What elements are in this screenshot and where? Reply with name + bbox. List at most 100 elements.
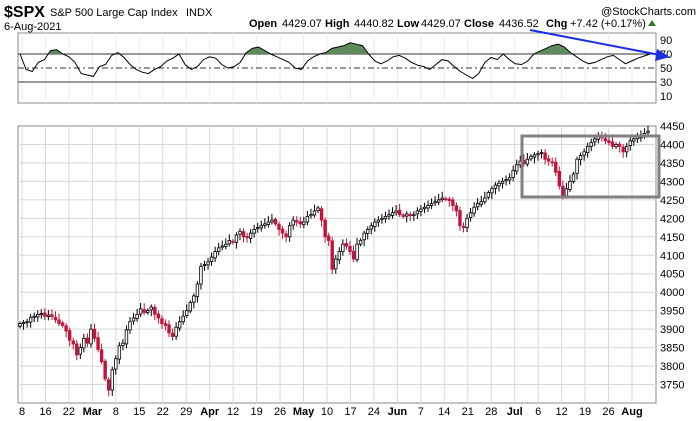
candle-body xyxy=(209,256,214,262)
candle-body xyxy=(167,324,171,334)
candle-body xyxy=(436,199,441,203)
candle-body xyxy=(422,206,427,210)
candle-body xyxy=(78,347,83,355)
chg-value: +7.42 (+0.17%) xyxy=(570,18,646,30)
candle-body xyxy=(192,295,196,303)
candle-body xyxy=(252,229,256,234)
candle-body xyxy=(585,145,590,153)
x-tick-label: 16 xyxy=(39,406,51,418)
candle-body xyxy=(582,151,586,156)
x-tick-label: Aug xyxy=(621,406,642,418)
close-value: 4436.52 xyxy=(499,18,539,30)
candle-body xyxy=(603,138,608,142)
candle-body xyxy=(458,210,462,227)
candle-body xyxy=(504,179,508,182)
candle-body xyxy=(46,314,51,317)
watermark: @StockCharts.com xyxy=(601,6,696,18)
x-tick-label: 21 xyxy=(462,406,474,418)
candle-body xyxy=(546,158,551,162)
candle-body xyxy=(124,329,129,345)
candle-body xyxy=(238,230,242,235)
candle-body xyxy=(57,319,61,324)
candle-body xyxy=(114,358,118,370)
candle-body xyxy=(298,221,302,225)
candle-body xyxy=(241,231,246,238)
x-tick-label: 22 xyxy=(157,406,169,418)
x-tick-label: 19 xyxy=(579,406,591,418)
candles-layer xyxy=(18,125,650,397)
candle-body xyxy=(75,343,79,356)
candle-body xyxy=(107,379,111,391)
high-label: High xyxy=(325,18,350,30)
price-y-tick-label: 3750 xyxy=(660,380,684,392)
price-y-tick-label: 3950 xyxy=(660,306,684,318)
x-tick-label: 28 xyxy=(485,406,497,418)
candle-body xyxy=(415,210,420,215)
candle-body xyxy=(373,221,377,227)
candle-body xyxy=(419,208,423,212)
candle-body xyxy=(270,219,274,223)
candle-body xyxy=(617,143,622,147)
x-tick-label: Jul xyxy=(507,406,523,418)
x-tick-label: 24 xyxy=(368,406,380,418)
candle-body xyxy=(532,154,537,158)
price-y-tick-label: 4400 xyxy=(660,139,684,151)
candle-body xyxy=(135,313,139,319)
indicator-y-tick-label: 90 xyxy=(660,35,672,47)
x-tick-label: 19 xyxy=(250,406,262,418)
price-y-ticks: 4450 4400 4350 4300 4250 4200 4150 4100 4050 4000… xyxy=(660,121,684,392)
candle-body xyxy=(632,138,636,142)
candle-body xyxy=(525,158,530,165)
x-tick-label: 12 xyxy=(227,406,239,418)
candle-body xyxy=(475,203,480,208)
candle-body xyxy=(234,234,239,243)
x-tick-label: 17 xyxy=(344,406,356,418)
low-label: Low xyxy=(397,18,419,30)
candle-body xyxy=(497,182,501,187)
x-tick-label: May xyxy=(293,406,315,418)
candle-body xyxy=(224,243,228,247)
candle-body xyxy=(483,197,487,203)
indicator-y-tick-label: 30 xyxy=(660,77,672,89)
candle-body xyxy=(316,207,320,211)
candle-body xyxy=(571,173,576,182)
candle-body xyxy=(575,158,579,174)
candle-body xyxy=(266,221,271,226)
price-panel-frame xyxy=(17,125,657,404)
candle-body xyxy=(401,214,405,217)
x-ticks: 8 16 22 Mar 8 15 22 29 Apr 12 19 26 May 10 17 24 Jun 7 14 2… xyxy=(19,406,643,418)
candle-body xyxy=(295,220,299,223)
x-tick-label: 8 xyxy=(19,406,25,418)
candle-body xyxy=(110,369,114,391)
price-y-tick-label: 3850 xyxy=(660,343,684,355)
candle-body xyxy=(32,315,36,318)
candle-body xyxy=(550,161,554,164)
candle-body xyxy=(447,198,452,202)
candle-body xyxy=(160,318,164,324)
candle-body xyxy=(383,216,388,220)
candle-body xyxy=(490,188,494,194)
candle-body xyxy=(366,229,370,234)
indicator-layer xyxy=(18,42,656,83)
candle-body xyxy=(344,243,349,247)
candle-body xyxy=(405,213,409,217)
candle-body xyxy=(515,164,519,172)
candle-body xyxy=(610,141,615,147)
candle-body xyxy=(227,240,232,245)
candle-body xyxy=(468,212,473,218)
up-triangle-icon xyxy=(648,20,656,26)
highlight-box xyxy=(520,134,661,199)
candle-body xyxy=(646,130,650,134)
candle-body xyxy=(568,180,572,190)
candle-body xyxy=(330,240,334,270)
candle-body xyxy=(99,349,104,363)
candle-body xyxy=(355,243,359,261)
candle-body xyxy=(380,217,384,220)
candle-body xyxy=(177,321,182,329)
candle-body xyxy=(628,140,632,146)
candle-body xyxy=(64,325,68,332)
candle-body xyxy=(607,140,611,144)
ohlc-readout: Open 4429.07 High 4440.82 Low 4429.07 Cl… xyxy=(249,18,656,30)
candle-body xyxy=(21,322,26,324)
